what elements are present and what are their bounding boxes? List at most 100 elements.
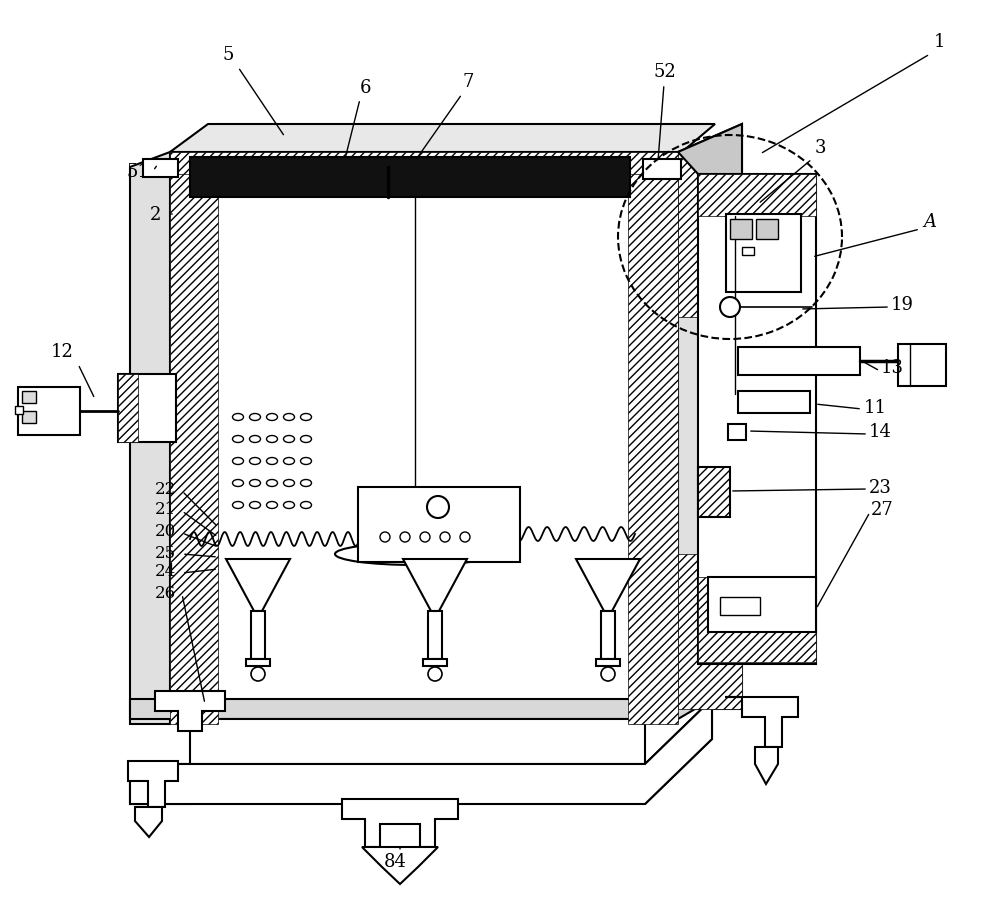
Polygon shape	[362, 847, 438, 884]
Bar	[738, 392, 810, 414]
Bar	[678, 554, 742, 709]
Ellipse shape	[233, 480, 244, 487]
Polygon shape	[226, 559, 290, 611]
Circle shape	[460, 533, 470, 543]
Ellipse shape	[267, 502, 278, 509]
Bar	[170, 165, 218, 724]
Text: 84: 84	[384, 852, 406, 870]
Bar	[678, 153, 742, 318]
Polygon shape	[755, 747, 778, 784]
Text: 6: 6	[359, 79, 371, 97]
Bar	[720, 598, 760, 615]
Bar	[738, 348, 860, 376]
Polygon shape	[678, 125, 742, 175]
Bar	[143, 160, 178, 178]
Bar	[698, 468, 730, 517]
Text: 21: 21	[154, 501, 176, 518]
Ellipse shape	[250, 458, 261, 465]
Bar	[698, 577, 816, 662]
Bar	[708, 577, 816, 632]
Ellipse shape	[301, 414, 312, 421]
Bar	[726, 215, 801, 293]
Bar	[698, 175, 816, 217]
Bar	[118, 375, 176, 442]
Polygon shape	[155, 691, 225, 731]
Ellipse shape	[301, 458, 312, 465]
Polygon shape	[170, 125, 715, 153]
Bar	[22, 412, 36, 424]
Polygon shape	[342, 799, 458, 847]
Ellipse shape	[233, 502, 244, 509]
Ellipse shape	[250, 436, 261, 443]
Bar	[423, 659, 447, 666]
Bar	[601, 611, 615, 659]
Polygon shape	[678, 125, 742, 709]
Polygon shape	[130, 699, 712, 719]
Bar	[18, 387, 80, 435]
Ellipse shape	[284, 414, 295, 421]
Text: 25: 25	[154, 544, 176, 561]
Bar	[628, 165, 678, 724]
Ellipse shape	[233, 436, 244, 443]
Circle shape	[720, 298, 740, 318]
Ellipse shape	[233, 458, 244, 465]
Text: 24: 24	[154, 563, 176, 580]
Text: 23: 23	[869, 479, 891, 497]
Bar	[428, 611, 442, 659]
Text: 12: 12	[51, 342, 73, 360]
Text: 13: 13	[881, 358, 904, 377]
Text: 26: 26	[154, 584, 176, 600]
Text: 11: 11	[864, 398, 887, 416]
Bar	[898, 345, 946, 386]
Polygon shape	[128, 761, 178, 807]
Polygon shape	[645, 699, 712, 804]
Polygon shape	[130, 153, 170, 724]
Circle shape	[427, 497, 449, 518]
Ellipse shape	[267, 480, 278, 487]
Bar	[698, 468, 730, 517]
Bar	[596, 659, 620, 666]
Circle shape	[428, 667, 442, 681]
Circle shape	[420, 533, 430, 543]
Polygon shape	[130, 764, 190, 804]
Polygon shape	[576, 559, 640, 611]
Bar	[22, 392, 36, 404]
Bar	[698, 175, 816, 665]
Circle shape	[601, 667, 615, 681]
Circle shape	[440, 533, 450, 543]
Text: 5: 5	[222, 46, 234, 64]
Ellipse shape	[250, 480, 261, 487]
Ellipse shape	[267, 436, 278, 443]
Bar	[251, 611, 265, 659]
Circle shape	[400, 533, 410, 543]
Polygon shape	[190, 719, 645, 764]
Text: 7: 7	[462, 73, 474, 91]
Text: 1: 1	[934, 33, 946, 51]
Ellipse shape	[284, 480, 295, 487]
Text: 20: 20	[154, 523, 176, 540]
Ellipse shape	[267, 458, 278, 465]
Bar	[756, 219, 778, 239]
Text: A: A	[924, 213, 936, 231]
Ellipse shape	[335, 544, 495, 565]
Ellipse shape	[284, 436, 295, 443]
Bar	[742, 247, 754, 256]
Text: 51: 51	[127, 163, 149, 181]
Bar	[170, 153, 682, 175]
Bar	[118, 375, 138, 442]
Polygon shape	[135, 807, 162, 837]
Ellipse shape	[233, 414, 244, 421]
Ellipse shape	[301, 502, 312, 509]
Polygon shape	[725, 697, 798, 747]
Text: 3: 3	[814, 139, 826, 157]
Ellipse shape	[284, 502, 295, 509]
Polygon shape	[190, 175, 645, 719]
Bar	[728, 424, 746, 441]
Circle shape	[251, 667, 265, 681]
Text: 27: 27	[871, 500, 893, 518]
Bar	[15, 406, 23, 414]
Bar	[246, 659, 270, 666]
Circle shape	[380, 533, 390, 543]
Text: 2: 2	[149, 206, 161, 224]
Text: 19: 19	[891, 295, 914, 313]
